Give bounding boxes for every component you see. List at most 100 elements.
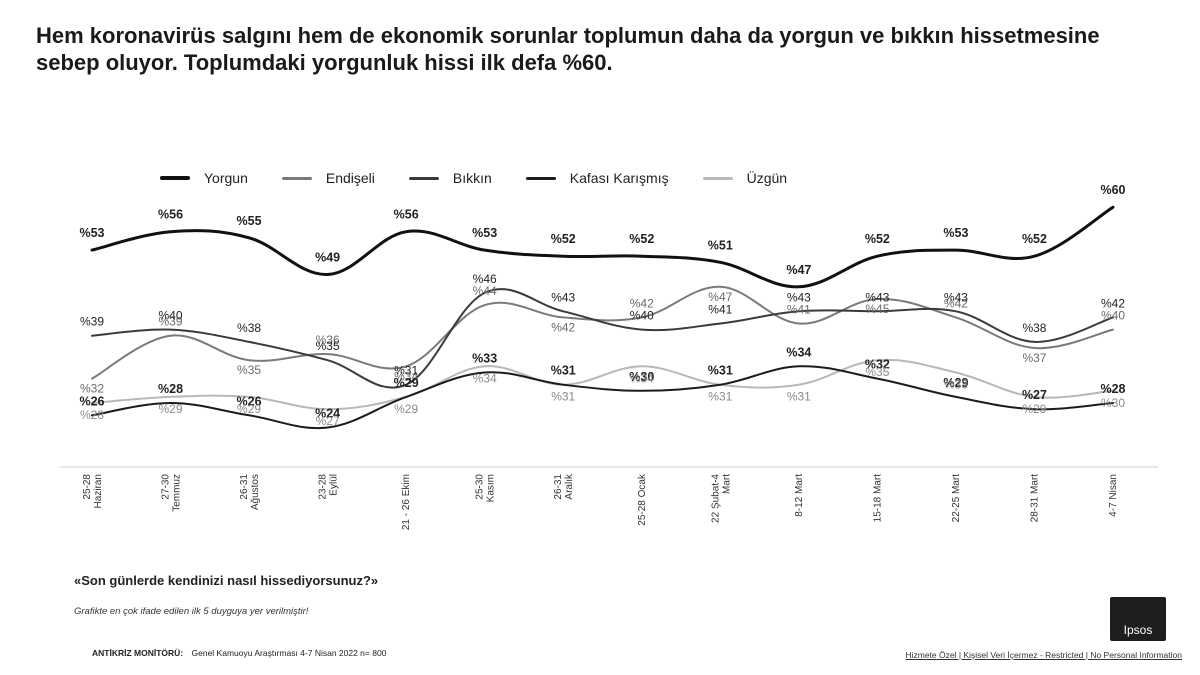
data-label-uzgun: %29 <box>1022 402 1046 416</box>
data-label-kafasi: %31 <box>551 364 576 378</box>
data-label-endiseli: %35 <box>237 363 261 377</box>
data-label-yorgun: %52 <box>1022 232 1047 246</box>
data-label-uzgun: %31 <box>708 390 732 404</box>
x-tick-label: 15-18 Mart <box>872 474 883 523</box>
data-label-kafasi: %33 <box>472 351 497 365</box>
data-label-uzgun: %29 <box>394 402 418 416</box>
legend-item-kafasi: Kafası Karışmış <box>525 170 669 186</box>
data-label-yorgun: %52 <box>865 232 890 246</box>
data-label-yorgun: %55 <box>237 214 262 228</box>
x-tick-label: 4-7 Nisan <box>1108 474 1119 517</box>
data-label-endiseli: %42 <box>551 320 575 334</box>
legend-label-bikkin: Bıkkın <box>452 170 492 186</box>
data-label-endiseli: %39 <box>159 315 183 329</box>
legend-label-yorgun: Yorgun <box>204 170 248 186</box>
data-label-uzgun: %31 <box>787 390 811 404</box>
data-labels: %53 %56 %55 %49 %56 %53 %52 %52 %51 %47 %52 %53 %52%… <box>79 183 1125 428</box>
data-label-endiseli: %32 <box>80 382 104 396</box>
data-label-uzgun: %35 <box>865 365 889 379</box>
x-tick-label: 27-30Temmuz <box>161 474 183 512</box>
data-label-yorgun: %56 <box>394 208 419 222</box>
data-label-yorgun: %53 <box>472 226 497 240</box>
data-label-uzgun: %28 <box>80 408 104 422</box>
legend-swatch-yorgun <box>160 176 190 180</box>
legend-label-kafasi: Kafası Karışmış <box>569 170 669 186</box>
legend-swatch-endiseli <box>281 176 312 180</box>
source-note: ANTİKRİZ MONİTÖRÜ: Genel Kamuoyu Araştır… <box>92 648 386 658</box>
data-label-bikkin: %31 <box>394 364 418 378</box>
series-line-uzgun <box>91 358 1114 411</box>
chart-footnote: Grafikte en çok ifade edilen ilk 5 duygu… <box>74 606 309 617</box>
x-tick-label: 25-28Haziran <box>82 474 104 509</box>
series-lines <box>90 205 1115 430</box>
data-label-yorgun: %53 <box>943 226 968 240</box>
x-tick-label: 22 Şubat-4Mart <box>710 474 732 523</box>
legend-label-uzgun: Üzgün <box>746 170 788 186</box>
data-label-yorgun: %47 <box>786 263 811 277</box>
data-label-endiseli: %42 <box>630 296 654 310</box>
data-label-endiseli: %42 <box>944 296 968 310</box>
series-line-yorgun <box>90 205 1115 289</box>
source-label: ANTİKRİZ MONİTÖRÜ: <box>92 648 184 658</box>
x-tick-label: 26-31Ağustos <box>239 474 261 511</box>
data-label-kafasi: %31 <box>708 364 733 378</box>
data-label-bikkin: %40 <box>159 309 183 323</box>
x-tick-label: 8-12 Mart <box>794 474 805 517</box>
data-label-endiseli: %45 <box>865 302 889 316</box>
data-label-kafasi: %29 <box>394 376 419 390</box>
data-label-uzgun: %29 <box>237 402 261 416</box>
legend-swatch-bikkin <box>408 176 439 180</box>
data-label-kafasi: %32 <box>865 358 890 372</box>
data-label-uzgun: %34 <box>473 371 497 385</box>
data-label-kafasi: %26 <box>237 394 262 408</box>
data-label-bikkin: %43 <box>787 290 811 304</box>
data-label-yorgun: %52 <box>629 232 654 246</box>
data-label-kafasi: %26 <box>79 394 104 408</box>
x-tick-label: 25-28 Ocak <box>637 473 648 526</box>
data-label-bikkin: %43 <box>865 290 889 304</box>
data-label-endiseli: %34 <box>394 369 418 383</box>
logo-text: Ipsos <box>1123 623 1153 637</box>
data-label-yorgun: %60 <box>1100 183 1125 197</box>
classification-note[interactable]: Hizmete Özel | Kişisel Veri İçermez - Re… <box>905 650 1182 660</box>
data-label-bikkin: %38 <box>1022 321 1046 335</box>
data-label-bikkin: %39 <box>80 315 104 329</box>
x-tick-label: 26-31Aralık <box>553 473 575 500</box>
data-label-yorgun: %51 <box>708 238 733 252</box>
data-label-bikkin: %43 <box>944 290 968 304</box>
legend-item-yorgun: Yorgun <box>160 170 248 186</box>
data-label-yorgun: %53 <box>79 226 104 240</box>
data-label-bikkin: %41 <box>708 303 732 317</box>
data-label-kafasi: %29 <box>943 376 968 390</box>
source-text: Genel Kamuoyu Araştırması 4-7 Nisan 2022… <box>191 648 387 658</box>
data-label-yorgun: %52 <box>551 232 576 246</box>
legend-item-bikkin: Bıkkın <box>408 170 492 186</box>
legend-swatch-uzgun <box>702 176 733 180</box>
data-label-kafasi: %28 <box>158 382 183 396</box>
data-label-bikkin: %46 <box>473 272 497 286</box>
x-axis-ticks: 25-28Haziran 27-30Temmuz 26-31Ağustos 23-28… <box>82 473 1119 530</box>
data-label-uzgun: %30 <box>1101 396 1125 410</box>
data-label-endiseli: %41 <box>787 303 811 317</box>
legend-item-uzgun: Üzgün <box>702 170 788 186</box>
data-label-uzgun: %34 <box>630 371 654 385</box>
data-label-uzgun: %27 <box>316 414 340 428</box>
data-label-kafasi: %34 <box>786 345 811 359</box>
x-tick-label: 21 - 26 Ekim <box>401 474 412 530</box>
data-label-bikkin: %40 <box>630 309 654 323</box>
series-line-bikkin <box>91 288 1114 389</box>
page-title: Hem koronavirüs salgını hem de ekonomik … <box>36 23 1100 75</box>
legend-item-endiseli: Endişeli <box>281 170 375 186</box>
data-label-bikkin: %35 <box>316 339 340 353</box>
data-label-endiseli: %37 <box>1022 351 1046 365</box>
data-label-uzgun: %29 <box>159 402 183 416</box>
chart-legend: Yorgun Endişeli Bıkkın Kafası Karışmış Ü… <box>160 170 821 186</box>
data-label-uzgun: %31 <box>551 390 575 404</box>
data-label-kafasi: %30 <box>629 370 654 384</box>
data-label-endiseli: %47 <box>708 290 732 304</box>
data-label-endiseli: %36 <box>316 333 340 347</box>
data-label-endiseli: %44 <box>473 284 497 298</box>
data-label-uzgun: %33 <box>944 377 968 391</box>
data-label-bikkin: %42 <box>1101 296 1125 310</box>
